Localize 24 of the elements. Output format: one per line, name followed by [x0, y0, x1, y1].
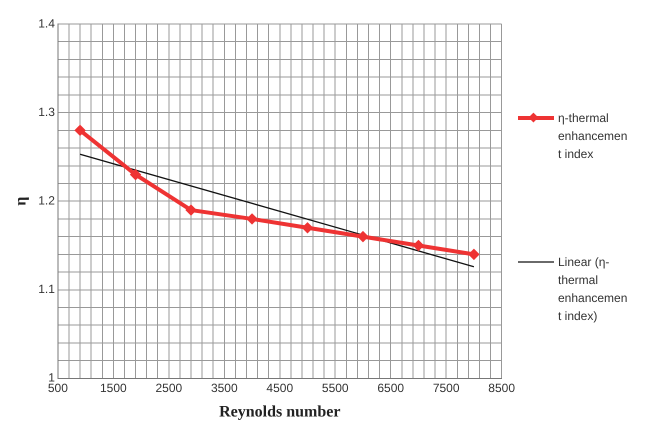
- point: [130, 169, 142, 180]
- x-axis-title: Reynolds number: [219, 404, 340, 421]
- x-tick-label: 4500: [266, 380, 294, 395]
- point: [246, 213, 258, 224]
- y-tick-label: 1.4: [38, 16, 56, 30]
- x-tick-label: 2500: [155, 380, 182, 395]
- x-tick-label: 8500: [488, 380, 516, 395]
- x-tick-label: 7500: [432, 380, 460, 395]
- point: [74, 124, 86, 136]
- x-tick-label: 5500: [322, 380, 349, 395]
- point: [468, 248, 480, 260]
- y-axis-title: η: [12, 196, 30, 206]
- y-tick-label: 1.1: [38, 282, 56, 296]
- legend-label: η-thermal enhancement index: [558, 110, 628, 163]
- y-tick-label: 1.3: [38, 104, 56, 119]
- x-tick-label: 1500: [100, 380, 128, 395]
- y-tick-label: 1.2: [38, 194, 56, 208]
- point: [357, 231, 368, 242]
- x-tick-label: 6500: [377, 380, 404, 395]
- legend-label: Linear (η-thermal enhancement index): [558, 254, 628, 325]
- point: [186, 204, 197, 216]
- point: [412, 240, 424, 251]
- point: [302, 222, 314, 234]
- x-tick-label: 3500: [210, 380, 238, 395]
